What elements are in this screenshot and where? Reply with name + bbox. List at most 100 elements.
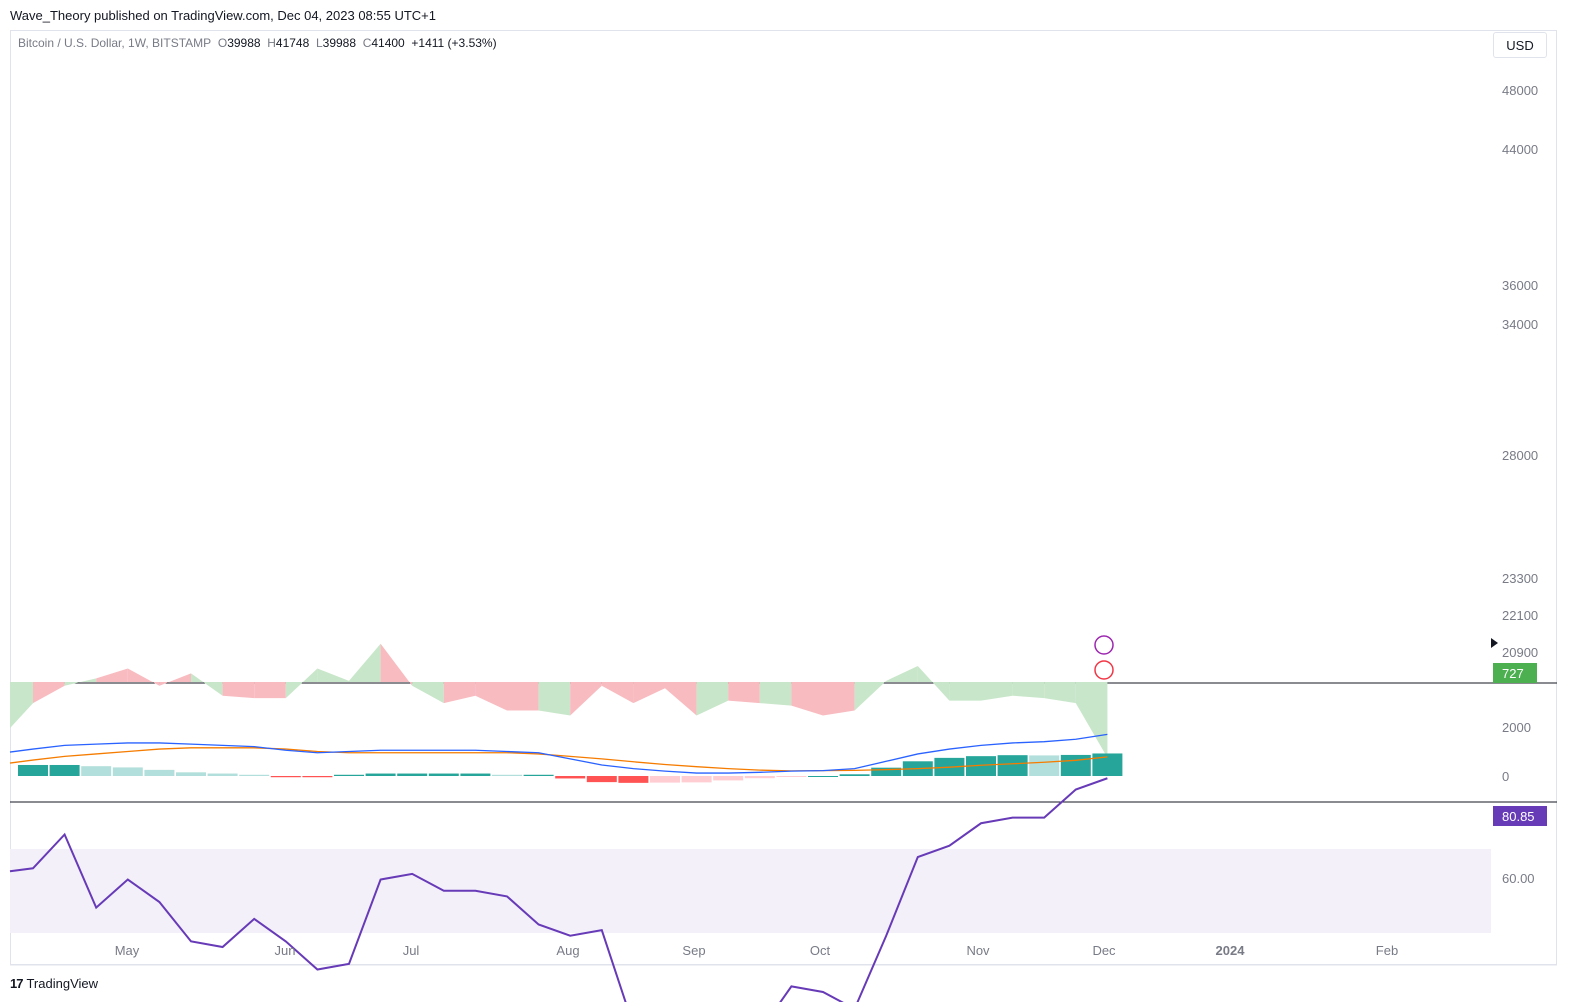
price-tick-label: 34000	[1502, 317, 1538, 332]
time-tick-label: Sep	[682, 943, 705, 958]
price-tick-label: 48000	[1502, 83, 1538, 98]
open-value: 39988	[227, 36, 261, 50]
low-value: 39988	[322, 36, 357, 50]
volume-area	[791, 682, 823, 716]
price-tick-label: 20900	[1502, 645, 1538, 660]
high-label: H	[267, 36, 276, 50]
close-label: C	[362, 36, 372, 50]
time-tick-label: 2024	[1216, 943, 1246, 958]
macd-line	[9, 733, 1108, 774]
macd-histogram-bar	[650, 776, 680, 783]
flag-event-icon	[1094, 660, 1114, 680]
volume-area	[349, 643, 381, 682]
macd-histogram-bar	[207, 773, 238, 776]
volume-area	[949, 682, 981, 701]
macd-tick-label: 0	[1502, 769, 1509, 784]
tradingview-brand[interactable]: 17 TradingView	[10, 976, 98, 991]
volume-area	[917, 666, 950, 701]
volume-area	[823, 682, 855, 716]
macd-histogram-bar	[1029, 755, 1060, 776]
volume-area	[538, 682, 571, 716]
volume-area	[254, 682, 286, 699]
volume-value: 727	[1502, 666, 1524, 681]
macd-histogram-bar	[239, 774, 270, 776]
macd-histogram-bar	[555, 776, 586, 779]
price-tick-label: 28000	[1502, 448, 1538, 463]
volume-value-box	[1493, 663, 1537, 683]
time-tick-label: Jul	[403, 943, 420, 958]
low-label: L	[315, 36, 323, 50]
volume-area	[64, 678, 97, 686]
volume-area	[159, 673, 191, 686]
brand-name: TradingView	[26, 976, 99, 991]
rsi-value-box	[1493, 806, 1547, 826]
macd-histogram-bar	[586, 776, 617, 783]
rsi-tick-label: 60.00	[1502, 871, 1535, 886]
macd-histogram-bar	[460, 773, 491, 776]
volume-area	[507, 682, 539, 711]
volume-area	[696, 682, 729, 716]
time-tick-label: Aug	[556, 943, 579, 958]
macd-histogram-bar	[270, 776, 301, 778]
volume-area	[601, 682, 634, 704]
macd-histogram-bar	[428, 773, 459, 776]
macd-histogram-bar	[1060, 754, 1091, 776]
volume-area	[1075, 682, 1108, 758]
rsi-value: 80.85	[1502, 809, 1535, 824]
price-tick-label: 44000	[1502, 142, 1538, 157]
symbol-name[interactable]: Bitcoin / U.S. Dollar, 1W, BITSTAMP	[18, 36, 212, 50]
macd-histogram-bar	[839, 774, 870, 776]
macd-histogram-bar	[302, 776, 333, 778]
volume-area	[570, 682, 602, 716]
macd-histogram-bar	[744, 776, 775, 779]
volume-area	[191, 673, 223, 696]
macd-histogram-bar	[334, 774, 364, 776]
tradingview-logo-icon: 17	[10, 976, 24, 991]
macd-tick-label: 2000	[1502, 720, 1531, 735]
rsi-line	[9, 777, 1108, 1002]
macd-histogram-bar	[776, 776, 807, 777]
volume-area	[759, 682, 792, 706]
volume-area	[665, 682, 697, 716]
change-value: +1411 (+3.53%)	[411, 36, 497, 50]
macd-histogram-bar	[1092, 753, 1123, 776]
volume-area	[886, 666, 918, 682]
price-tick-label: 23300	[1502, 571, 1538, 586]
macd-histogram-bar	[81, 766, 112, 776]
macd-histogram-bar	[176, 772, 206, 776]
macd-histogram-bar	[997, 755, 1028, 776]
publisher-line: Wave_Theory published on TradingView.com…	[10, 8, 436, 23]
lightning-event-icon	[1094, 635, 1114, 655]
macd-histogram-bar	[523, 774, 554, 776]
macd-histogram-bar	[492, 774, 522, 776]
rsi-band	[10, 849, 1491, 933]
macd-histogram-bar	[18, 764, 48, 776]
volume-area	[633, 682, 665, 704]
macd-histogram-bar	[713, 776, 744, 781]
volume-area	[981, 682, 1013, 701]
volume-area	[127, 668, 160, 686]
macd-histogram-bar	[681, 776, 712, 783]
volume-area	[96, 668, 128, 682]
volume-area	[317, 668, 349, 682]
symbol-legend: Bitcoin / U.S. Dollar, 1W, BITSTAMP O399…	[18, 36, 497, 50]
time-tick-label: May	[115, 943, 140, 958]
volume-area	[854, 680, 887, 711]
volume-area	[475, 682, 507, 711]
volume-area	[285, 668, 318, 699]
collapse-arrow-icon	[1491, 638, 1498, 648]
time-tick-label: Dec	[1092, 943, 1116, 958]
volume-area	[443, 682, 476, 704]
currency-button[interactable]: USD	[1493, 32, 1547, 58]
macd-histogram-bar	[966, 756, 996, 776]
volume-area	[412, 682, 444, 704]
volume-area	[380, 643, 413, 686]
macd-histogram-bar	[871, 767, 902, 776]
time-tick-label: Feb	[1376, 943, 1398, 958]
time-tick-label: Nov	[966, 943, 990, 958]
close-value: 41400	[371, 36, 405, 50]
volume-area	[33, 682, 65, 704]
time-tick-label: Oct	[810, 943, 831, 958]
macd-histogram-bar	[49, 764, 80, 776]
